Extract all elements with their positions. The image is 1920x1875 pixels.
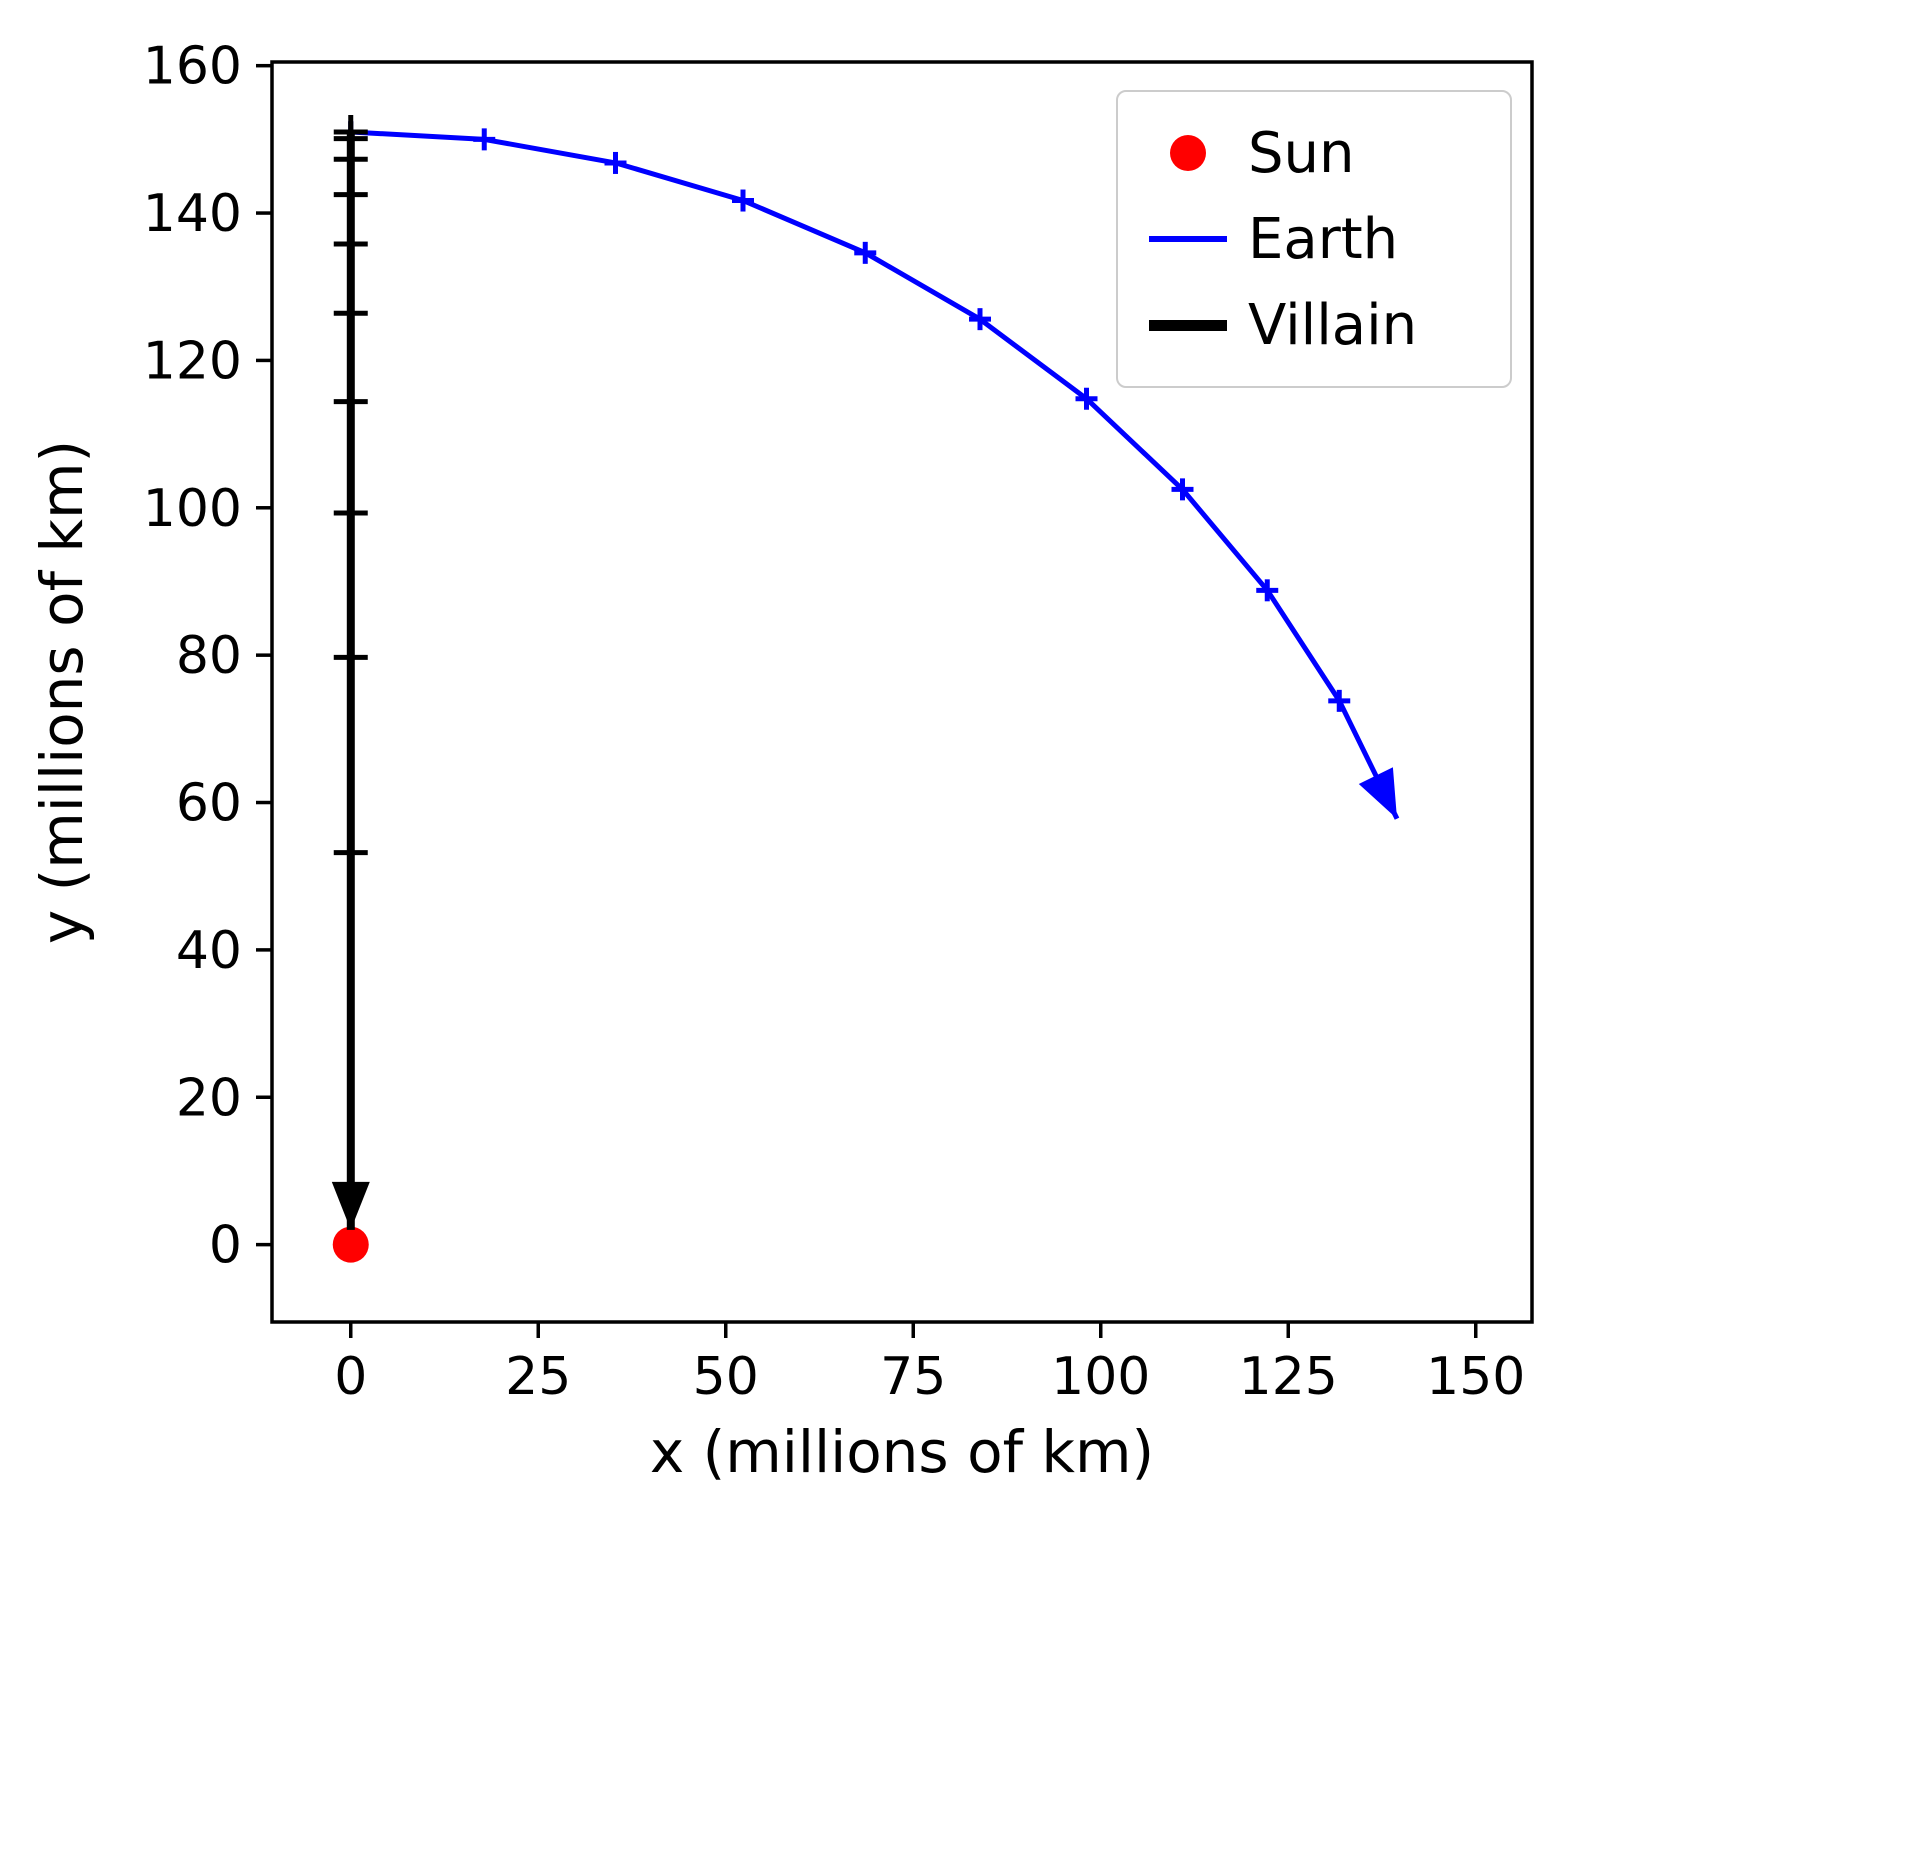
y-tick-label: 20 <box>176 1068 242 1128</box>
sun-dot-icon <box>1170 135 1206 171</box>
y-tick-label: 40 <box>176 921 242 981</box>
x-tick-label: 150 <box>1426 1347 1525 1407</box>
villain-legend-marker <box>1128 319 1248 331</box>
x-tick-label: 0 <box>334 1347 367 1407</box>
y-tick-label: 160 <box>143 37 242 97</box>
x-tick-label: 25 <box>505 1347 571 1407</box>
x-tick-label: 100 <box>1051 1347 1150 1407</box>
legend-entry-villain: Villain <box>1128 282 1500 368</box>
sun-marker <box>332 1226 369 1263</box>
x-tick-label: 75 <box>880 1347 946 1407</box>
sun-legend-marker <box>1128 135 1248 171</box>
legend-entry-sun: Sun <box>1128 110 1500 196</box>
x-tick-label: 125 <box>1239 1347 1338 1407</box>
y-tick-label: 60 <box>176 774 242 834</box>
axes-frame <box>270 60 1534 1324</box>
earth-line-icon <box>1149 236 1227 242</box>
legend-label-earth: Earth <box>1248 206 1399 272</box>
x-tick-label: 50 <box>693 1347 759 1407</box>
legend-entry-earth: Earth <box>1128 196 1500 282</box>
legend: Sun Earth Villain <box>1116 90 1512 388</box>
villain-line-icon <box>1149 319 1227 331</box>
legend-label-sun: Sun <box>1248 120 1355 186</box>
y-tick-label: 80 <box>176 626 242 686</box>
y-tick-label: 0 <box>209 1216 242 1276</box>
x-axis-label: x (millions of km) <box>649 1418 1155 1486</box>
y-tick-label: 100 <box>143 479 242 539</box>
villain-arrowhead-icon <box>331 1181 370 1230</box>
earth-legend-marker <box>1128 236 1248 242</box>
earth-arrowhead-icon <box>1358 767 1397 819</box>
y-axis-label: y (millions of km) <box>28 439 96 945</box>
y-tick-label: 120 <box>143 331 242 391</box>
legend-label-villain: Villain <box>1248 292 1418 358</box>
y-tick-label: 140 <box>143 184 242 244</box>
